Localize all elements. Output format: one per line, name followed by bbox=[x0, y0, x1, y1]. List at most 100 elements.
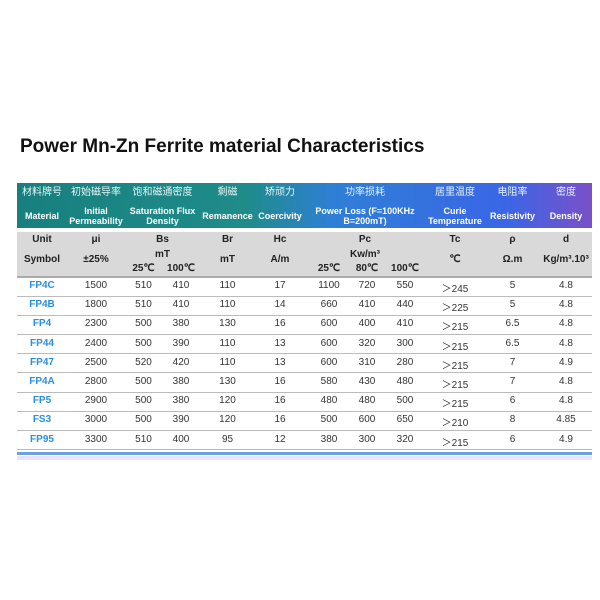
page-title: Power Mn-Zn Ferrite material Characteris… bbox=[20, 136, 425, 157]
header-cell: 初始磁导率 Initial Permeability bbox=[67, 183, 125, 228]
cell: 110 bbox=[219, 280, 236, 291]
cell: 4.8 bbox=[559, 337, 573, 349]
cell: 510 bbox=[135, 299, 152, 311]
cell: 4.9 bbox=[559, 356, 573, 368]
cell: 4.8 bbox=[559, 318, 573, 330]
header-cn: 电阻率 bbox=[497, 187, 528, 198]
cell: 500 bbox=[135, 318, 152, 330]
cell: 6 bbox=[509, 433, 516, 445]
symbol-cell: Symbol bbox=[23, 254, 61, 265]
cell: 2800 bbox=[84, 376, 108, 387]
header-en: Coercivity bbox=[258, 210, 302, 221]
cell: ＞215 bbox=[441, 437, 469, 449]
symbol-cell: Kg/m³.10³ bbox=[543, 254, 589, 265]
cell: 16 bbox=[274, 318, 286, 330]
cell: 5 bbox=[509, 299, 516, 311]
symbol-cell: Kw/m³ bbox=[350, 249, 380, 260]
cell: ＞210 bbox=[441, 418, 469, 430]
cell: 2500 bbox=[84, 356, 108, 368]
header-cell: 矫顽力 Coercivity bbox=[255, 183, 305, 228]
cell: 440 bbox=[396, 299, 414, 311]
unit-cell: μi bbox=[91, 234, 101, 245]
symbol-cell: mT bbox=[220, 254, 235, 265]
header-en: Resistivity bbox=[489, 210, 536, 221]
cell: 600 bbox=[320, 337, 338, 349]
cell: 480 bbox=[320, 395, 338, 407]
cell: 4.8 bbox=[559, 376, 573, 387]
symbol-cell: ±25% bbox=[83, 254, 109, 265]
cell: 500 bbox=[320, 414, 338, 426]
cell: 7 bbox=[509, 376, 516, 387]
table-row: FP47 2500 520 420 110 13 600 310 280 ＞215 7 4.9 bbox=[17, 354, 592, 374]
header-cn: 剩磁 bbox=[217, 187, 238, 198]
cell: ＞215 bbox=[441, 399, 469, 411]
header-cn: 居里温度 bbox=[435, 187, 475, 198]
cell: 500 bbox=[135, 376, 152, 387]
cell: 500 bbox=[135, 395, 152, 407]
header-cell: 功率损耗 Power Loss (F=100KHz B=200mT) bbox=[305, 183, 425, 228]
symbol-cell: Ω.m bbox=[502, 254, 523, 265]
header-cell: 剩磁 Remanence bbox=[200, 183, 255, 228]
cell: 580 bbox=[320, 376, 338, 387]
cell: 550 bbox=[396, 280, 414, 291]
header-en: Remanence bbox=[202, 210, 253, 221]
cell: 13 bbox=[274, 337, 286, 349]
cell: 300 bbox=[358, 433, 376, 445]
table-row: FP44 2400 500 390 110 13 600 320 300 ＞215 6.5 4.8 bbox=[17, 335, 592, 355]
unit-cell: ρ bbox=[509, 234, 516, 245]
cell: 4.85 bbox=[556, 414, 576, 426]
cell: 4.8 bbox=[559, 280, 573, 291]
header-cn: 密度 bbox=[556, 187, 576, 198]
cell: 95 bbox=[221, 433, 234, 445]
cell: 6.5 bbox=[505, 318, 520, 330]
cell: 110 bbox=[219, 356, 236, 368]
header-cn: 初始磁导率 bbox=[71, 187, 121, 198]
cell: 1500 bbox=[84, 280, 108, 291]
unit-cell: Hc bbox=[273, 234, 287, 245]
cell: 4.8 bbox=[559, 395, 573, 407]
header-en: Material bbox=[24, 210, 59, 221]
divider bbox=[17, 452, 592, 455]
cell: 320 bbox=[358, 337, 376, 349]
header-en: Density bbox=[549, 210, 583, 221]
cell: 650 bbox=[396, 414, 414, 426]
symbol-cell: ℃ bbox=[449, 254, 461, 265]
cell: 16 bbox=[274, 376, 286, 387]
cell: 600 bbox=[320, 356, 338, 368]
cell: 6 bbox=[509, 395, 516, 407]
temp-cell: 25℃ bbox=[132, 263, 155, 274]
cell: 5 bbox=[509, 280, 516, 291]
cell: 510 bbox=[135, 433, 152, 445]
temp-cell: 100℃ bbox=[391, 263, 419, 274]
cell: ＞215 bbox=[441, 360, 469, 372]
cell: 660 bbox=[320, 299, 338, 311]
material-name: FP4C bbox=[29, 280, 55, 291]
unit-cell: Bs bbox=[156, 234, 169, 245]
cell: 14 bbox=[274, 299, 286, 311]
cell: 410 bbox=[172, 299, 190, 311]
material-name: FP44 bbox=[30, 337, 54, 349]
table-row: FP4A 2800 500 380 130 16 580 430 480 ＞215 7 4.8 bbox=[17, 373, 592, 393]
header-en: Initial Permeability bbox=[69, 205, 123, 226]
cell: 1100 bbox=[318, 280, 340, 291]
cell: 130 bbox=[219, 376, 236, 387]
temp-cell: 100℃ bbox=[167, 263, 195, 274]
cell: 380 bbox=[320, 433, 338, 445]
table-header: 材料牌号 Material 初始磁导率 Initial Permeability 饱和磁… bbox=[17, 183, 592, 228]
cell: 410 bbox=[396, 318, 414, 330]
cell: 120 bbox=[219, 414, 236, 426]
unit-cell: Tc bbox=[449, 234, 461, 245]
cell: 320 bbox=[396, 433, 414, 445]
unit-cell: d bbox=[562, 234, 570, 245]
material-name: FP4B bbox=[29, 299, 55, 311]
cell: 520 bbox=[135, 356, 152, 368]
cell: 110 bbox=[219, 299, 236, 311]
cell: 8 bbox=[509, 414, 516, 426]
header-cn: 饱和磁通密度 bbox=[132, 187, 193, 198]
cell: 4.8 bbox=[559, 299, 573, 311]
temp-cell: 80℃ bbox=[355, 263, 379, 274]
cell: 410 bbox=[172, 280, 190, 291]
cell: ＞215 bbox=[441, 380, 469, 391]
header-cn: 材料牌号 bbox=[22, 187, 62, 198]
